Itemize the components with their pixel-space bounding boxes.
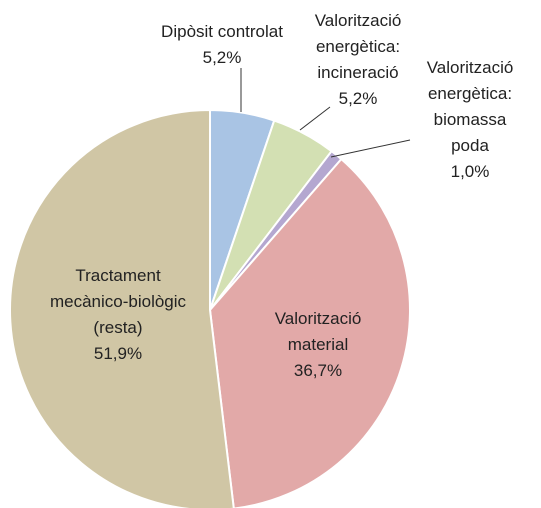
value-label: 36,7% [293,361,343,380]
category-label: Dipòsit controlat [161,22,283,41]
pie-slice [208,157,411,508]
category-label: Valorització material [274,309,362,354]
slice-label: Valorització energètica: incineració 5,2% [315,8,402,112]
category-label: Tractament mecànico-biològic (resta) [49,266,187,337]
slice-label: Valorització energètica: biomassa poda 1,… [427,55,514,185]
slice-label: Valorització material 36,7% [275,306,362,384]
leader-line [299,106,331,131]
value-label: 5,2% [202,48,242,67]
value-label: 51,9% [93,344,143,363]
leader-line [330,139,411,158]
value-label: 5,2% [338,89,378,108]
slice-label: Tractament mecànico-biològic (resta) 51,9… [50,263,186,367]
slice-label: Dipòsit controlat 5,2% [161,19,283,71]
pie-slice [9,108,235,508]
value-label: 1,0% [450,162,490,181]
category-label: Valorització energètica: biomassa poda [426,58,514,155]
category-label: Valorització energètica: incineració [314,11,402,82]
